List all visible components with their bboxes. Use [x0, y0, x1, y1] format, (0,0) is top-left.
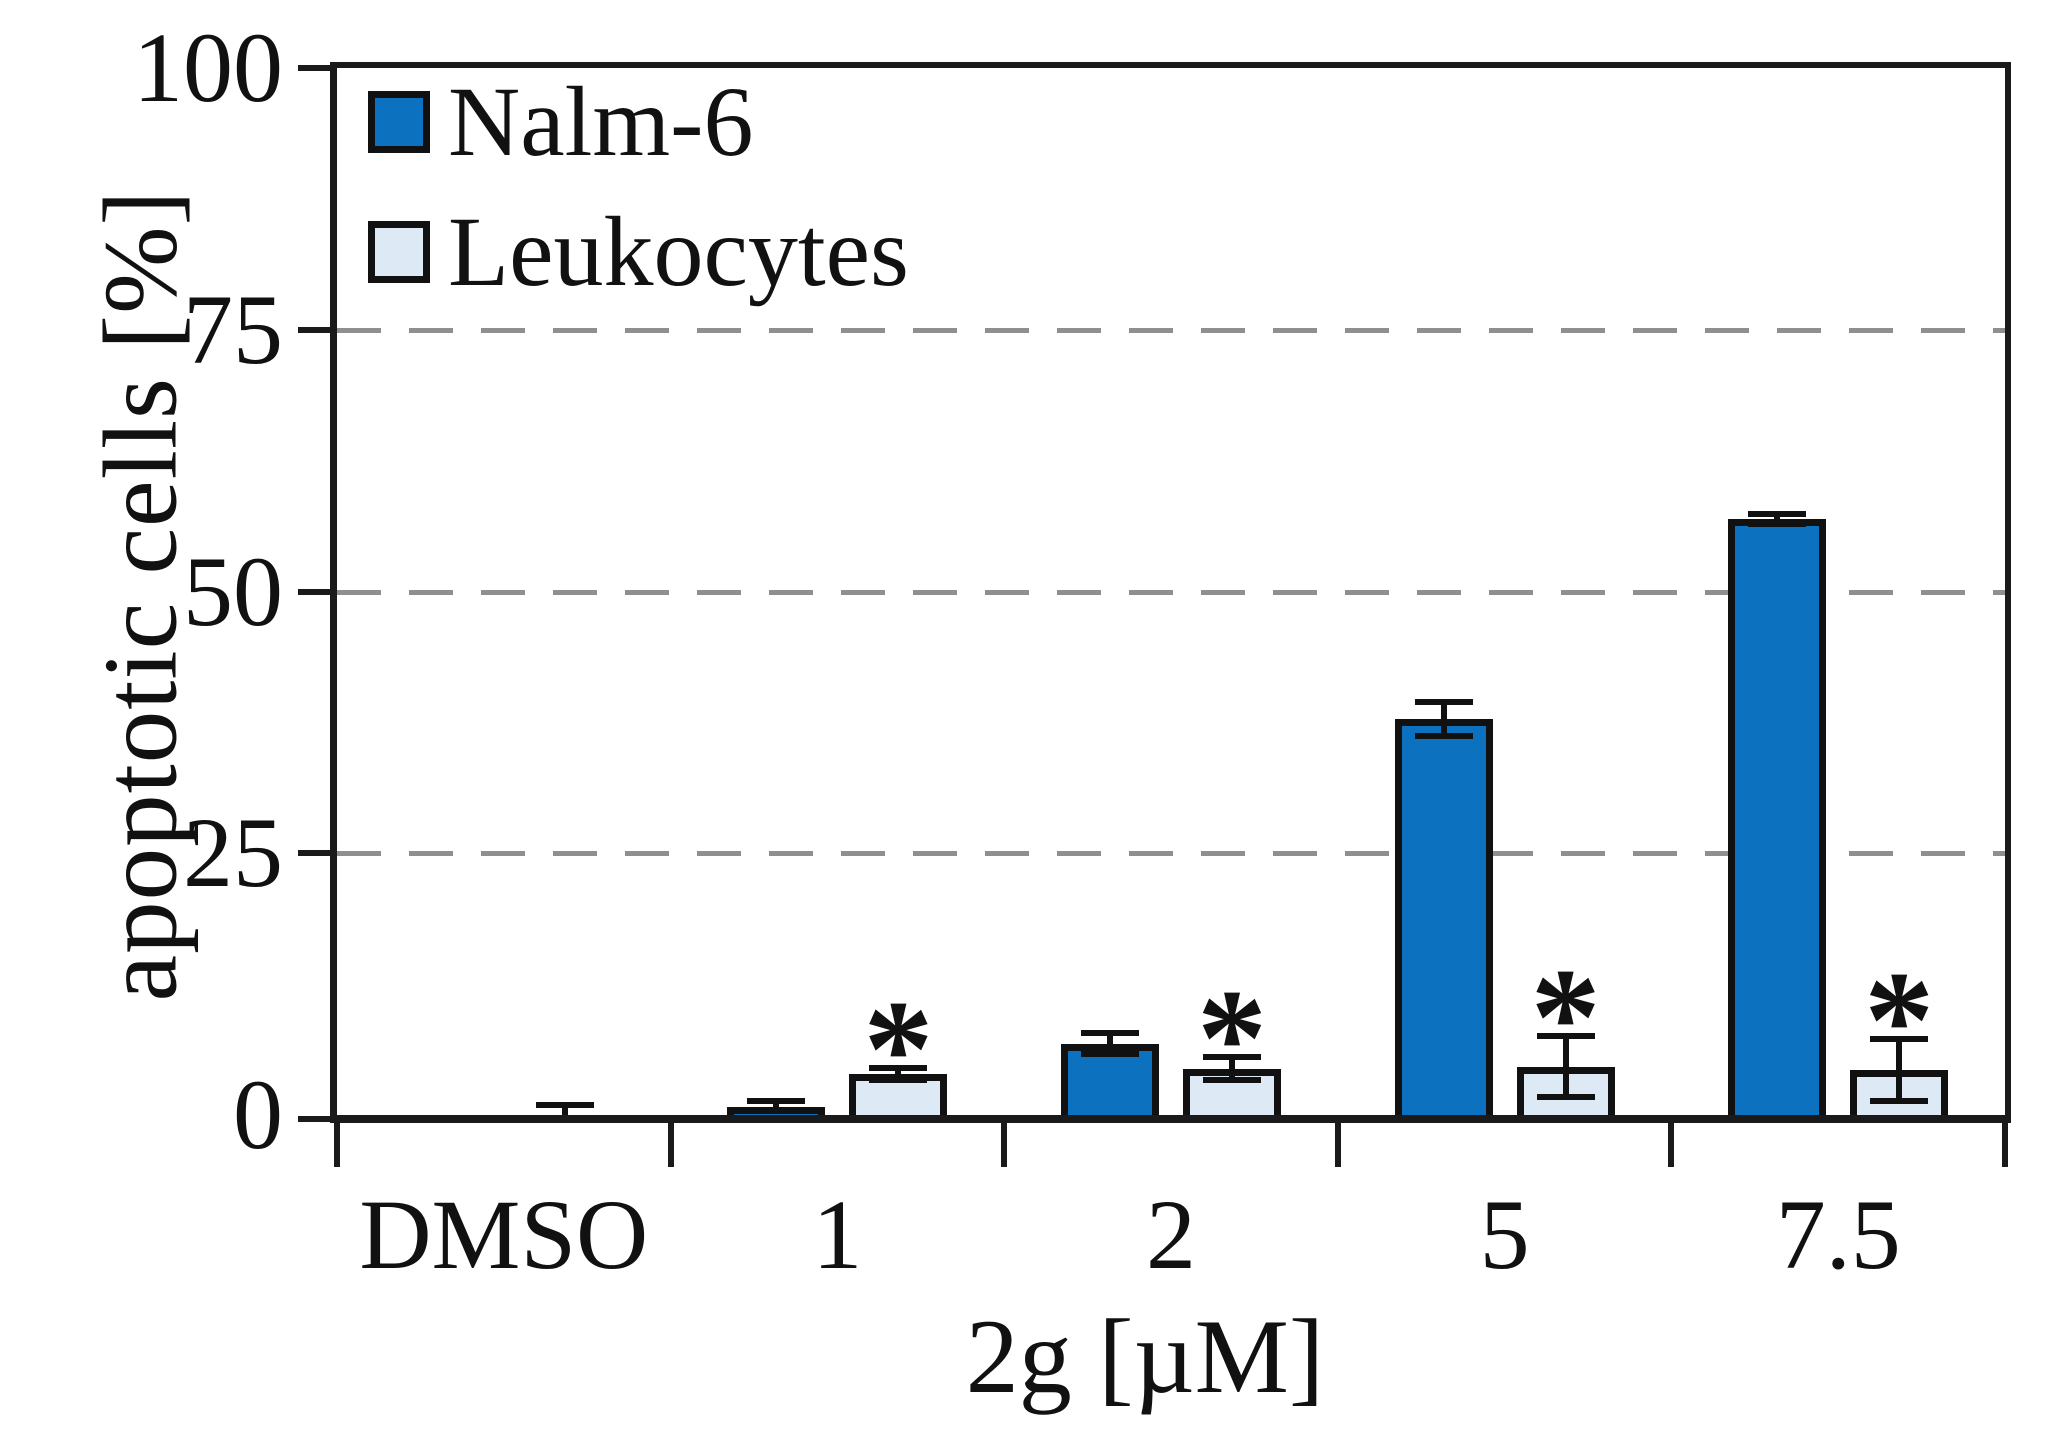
category-label-7.5: 7.5: [1775, 1179, 1901, 1290]
legend-label-leukocytes: Leukocytes: [448, 196, 909, 307]
error-cap-top-leukocytes-2: [1203, 1054, 1261, 1061]
category-label-1: 1: [812, 1179, 863, 1290]
significance-star-1: *: [863, 971, 934, 1127]
category-label-2: 2: [1146, 1179, 1196, 1290]
gridline-50: [337, 589, 2005, 595]
plot-left-spine: [330, 62, 337, 1123]
legend-swatch-leukocytes: [368, 221, 430, 283]
error-cap-top-nalm-6-5: [1414, 699, 1473, 706]
significance-star-7.5: *: [1864, 942, 1935, 1098]
legend-item-leukocytes: Leukocytes: [368, 196, 909, 307]
error-cap-bottom-leukocytes-1: [869, 1077, 928, 1084]
significance-star-5: *: [1530, 940, 1601, 1096]
error-cap-bottom-leukocytes-7.5: [1870, 1098, 1929, 1105]
y-tick-100: [298, 65, 330, 71]
error-bar-nalm-6-2: [1107, 1033, 1113, 1055]
error-cap-bottom-nalm-6-2: [1081, 1051, 1139, 1058]
plot-right-spine: [2005, 62, 2011, 1123]
legend: Nalm-6 Leukocytes: [368, 66, 909, 350]
error-bar-leukocytes-1: [895, 1067, 902, 1081]
category-label-DMSO: DMSO: [359, 1179, 649, 1290]
bar-nalm-6-5: [1394, 719, 1493, 1115]
x-tick-2: [1001, 1123, 1008, 1167]
x-tick-3: [1334, 1123, 1341, 1167]
error-bar-leukocytes-5: [1562, 1036, 1569, 1098]
error-cap-top-leukocytes-DMSO: [535, 1101, 594, 1108]
error-cap-bottom-leukocytes-2: [1203, 1077, 1261, 1084]
error-bar-nalm-6-1: [773, 1101, 780, 1112]
plot-top-spine: [330, 62, 2011, 68]
x-tick-5: [2002, 1123, 2008, 1167]
error-bar-leukocytes-2: [1229, 1057, 1235, 1081]
y-tick-label-100: 100: [133, 12, 283, 123]
error-bar-nalm-6-5: [1440, 702, 1447, 736]
y-tick-0: [298, 1116, 330, 1122]
y-tick-25: [298, 850, 330, 857]
legend-swatch-nalm6: [368, 91, 430, 153]
error-cap-bottom-nalm-6-7.5: [1748, 521, 1807, 528]
x-axis-title: 2g [µM]: [965, 1298, 1325, 1415]
gridline-75: [337, 327, 2005, 333]
error-bar-nalm-6-7.5: [1774, 514, 1781, 525]
error-cap-top-leukocytes-1: [869, 1064, 928, 1071]
legend-item-nalm6: Nalm-6: [368, 66, 909, 177]
x-tick-1: [667, 1123, 674, 1167]
y-tick-50: [298, 588, 330, 595]
y-tick-label-75: 75: [183, 273, 283, 385]
x-axis-line: [330, 1115, 2011, 1123]
y-tick-label-50: 50: [183, 535, 283, 647]
error-cap-top-leukocytes-5: [1536, 1033, 1595, 1040]
error-cap-top-leukocytes-7.5: [1870, 1035, 1929, 1042]
x-tick-0: [334, 1123, 340, 1167]
bar-nalm-6-7.5: [1728, 519, 1827, 1115]
category-label-5: 5: [1479, 1179, 1530, 1290]
x-tick-4: [1668, 1123, 1675, 1167]
error-bar-leukocytes-7.5: [1896, 1038, 1903, 1102]
error-cap-top-nalm-6-2: [1081, 1030, 1139, 1037]
gridline-25: [337, 851, 2005, 857]
error-bar-leukocytes-DMSO: [561, 1104, 568, 1115]
y-tick-label-0: 0: [233, 1059, 283, 1170]
error-cap-top-nalm-6-1: [747, 1098, 806, 1105]
error-cap-bottom-leukocytes-5: [1536, 1094, 1595, 1101]
legend-label-nalm6: Nalm-6: [448, 66, 754, 177]
significance-star-2: *: [1197, 961, 1267, 1117]
error-cap-bottom-nalm-6-5: [1414, 732, 1473, 739]
y-tick-label-25: 25: [183, 797, 283, 909]
error-cap-top-nalm-6-7.5: [1748, 511, 1807, 518]
y-tick-75: [298, 326, 330, 333]
